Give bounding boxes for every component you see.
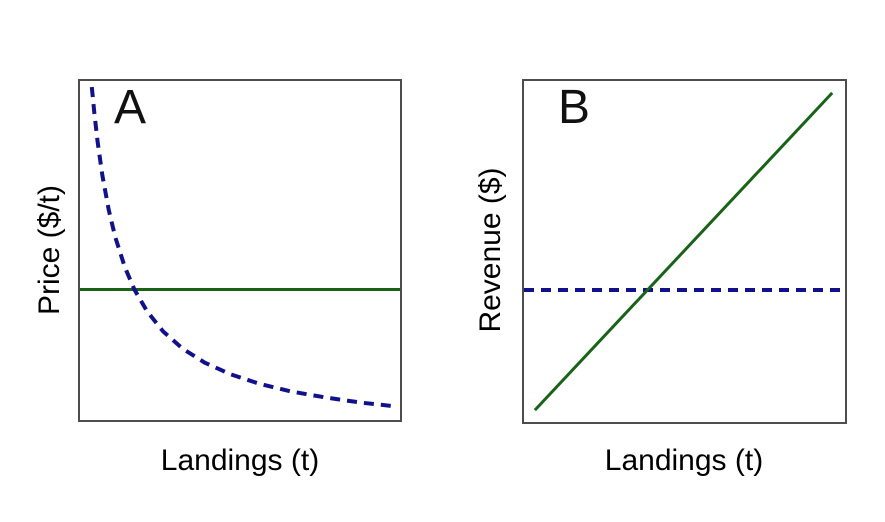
b-revenue-line [533, 91, 834, 412]
panel-b-y-axis-label: Revenue ($) [474, 167, 507, 333]
panel-a-lines [80, 86, 400, 409]
panel-b-plot-area: B [522, 79, 847, 424]
a-demand-curve [89, 86, 394, 409]
panel-a-plot-area: A [78, 79, 402, 422]
panel-b-lines [524, 91, 845, 412]
panel-a-y-axis-label: Price ($/t) [33, 184, 66, 316]
panel-a-letter: A [114, 81, 147, 134]
panel-a-x-axis-label: Landings (t) [160, 444, 320, 477]
panel-b-letter: B [558, 81, 591, 134]
panel-b-x-axis-label: Landings (t) [604, 444, 764, 477]
